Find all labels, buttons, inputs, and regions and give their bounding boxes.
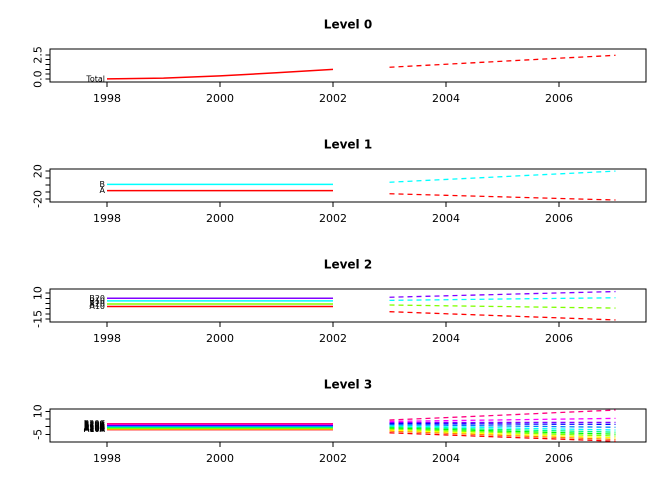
x-tick-label: 2002 bbox=[319, 452, 347, 465]
x-tick-label: 1998 bbox=[93, 92, 121, 105]
y-tick-label: -5 bbox=[32, 429, 45, 440]
series-label: A10A bbox=[84, 425, 106, 434]
panel-svg: -20 20 1998 2000 2002 2004 2006 AB Level 1 bbox=[32, 138, 647, 225]
panel-level-3: -5 10 1998 2000 2002 2004 2006 A10A A10B A10C A20A… bbox=[0, 360, 672, 480]
x-tick-label: 2000 bbox=[206, 452, 234, 465]
forecast-line-A bbox=[389, 193, 616, 201]
series-label: B20C bbox=[84, 419, 106, 428]
forecast-line-A10B bbox=[389, 430, 616, 441]
x-tick-label: 2004 bbox=[432, 212, 460, 225]
series-label: A10 bbox=[89, 302, 105, 311]
forecast-line-A20B bbox=[389, 427, 616, 435]
series-label: A20 bbox=[89, 299, 105, 308]
x-tick-label: 1998 bbox=[93, 332, 121, 345]
y-tick-label: -20 bbox=[32, 190, 45, 208]
x-tick-label: 2006 bbox=[545, 212, 573, 225]
series-label: B10C bbox=[84, 421, 106, 430]
series-label: A20B bbox=[84, 423, 105, 432]
x-tick-label: 2000 bbox=[206, 92, 234, 105]
series-label: B10A bbox=[84, 422, 106, 431]
plot-box bbox=[49, 48, 647, 83]
y-tick-label: 10 bbox=[32, 404, 45, 418]
plot-box bbox=[49, 408, 647, 443]
series-label: Total bbox=[85, 74, 105, 83]
series-label: A bbox=[100, 186, 106, 195]
forecast-line-B10A bbox=[389, 425, 616, 431]
forecast-line-B20C bbox=[389, 409, 616, 421]
forecast-line-B bbox=[389, 170, 616, 183]
series-label: A10B bbox=[84, 425, 105, 434]
series-label: B20A bbox=[84, 420, 106, 429]
forecast-line-A10 bbox=[389, 311, 616, 321]
series-label: B bbox=[100, 180, 106, 189]
panel-title: Level 2 bbox=[324, 258, 372, 272]
x-tick-label: 2006 bbox=[545, 332, 573, 345]
series-label: A20C bbox=[84, 422, 106, 431]
y-tick-label: 10 bbox=[32, 286, 45, 300]
panel-svg: -5 10 1998 2000 2002 2004 2006 A10AA10BA10CA20A… bbox=[32, 378, 647, 465]
x-tick-label: 1998 bbox=[93, 452, 121, 465]
forecast-line-B10 bbox=[389, 297, 616, 301]
panel-title: Level 3 bbox=[324, 378, 372, 392]
series-label: B10 bbox=[89, 296, 105, 305]
forecast-line-Total bbox=[389, 54, 616, 68]
x-tick-label: 2006 bbox=[545, 92, 573, 105]
history-line-Total bbox=[106, 68, 334, 80]
forecast-line-B20B bbox=[389, 417, 616, 423]
forecast-line-A20A bbox=[389, 428, 616, 437]
x-tick-label: 2002 bbox=[319, 332, 347, 345]
y-tick-label: 20 bbox=[32, 164, 45, 178]
x-tick-label: 2002 bbox=[319, 92, 347, 105]
panel-level-2: -15 10 1998 2000 2002 2004 2006 A10 A20 B10 B20 Lev… bbox=[0, 240, 672, 360]
series-label: A10C bbox=[84, 424, 106, 433]
x-tick-label: 2006 bbox=[545, 452, 573, 465]
panel-title: Level 0 bbox=[324, 18, 372, 32]
forecast-line-A10C bbox=[389, 429, 616, 439]
y-tick-label: 0.0 bbox=[32, 70, 45, 88]
forecast-line-A20C bbox=[389, 426, 616, 433]
forecast-line-A10A bbox=[389, 432, 616, 442]
x-tick-label: 2002 bbox=[319, 212, 347, 225]
x-tick-label: 1998 bbox=[93, 212, 121, 225]
plot-box bbox=[49, 168, 647, 203]
series-label: B20 bbox=[89, 294, 105, 303]
panel-level-0: 0.0 2.5 1998 2000 2002 2004 2006 Total Level 0 bbox=[0, 0, 672, 120]
series-label: B20B bbox=[84, 420, 105, 429]
forecast-line-B10C bbox=[389, 422, 616, 425]
x-tick-label: 2004 bbox=[432, 332, 460, 345]
panel-svg: 0.0 2.5 1998 2000 2002 2004 2006 Total Level 0 bbox=[32, 18, 647, 105]
y-tick-label: -15 bbox=[32, 310, 45, 328]
panel-title: Level 1 bbox=[324, 138, 372, 152]
forecast-line-B10B bbox=[389, 424, 616, 428]
forecast-line-A20 bbox=[389, 304, 616, 309]
x-tick-label: 2000 bbox=[206, 332, 234, 345]
x-tick-label: 2000 bbox=[206, 212, 234, 225]
x-tick-label: 2004 bbox=[432, 452, 460, 465]
plot-box bbox=[49, 288, 647, 323]
y-tick-label: 2.5 bbox=[32, 46, 45, 64]
forecast-line-B20 bbox=[389, 290, 616, 298]
series-label: B10B bbox=[84, 421, 105, 430]
series-label: A20A bbox=[84, 424, 106, 433]
x-tick-label: 2004 bbox=[432, 92, 460, 105]
panel-level-1: -20 20 1998 2000 2002 2004 2006 A B Level 1 bbox=[0, 120, 672, 240]
